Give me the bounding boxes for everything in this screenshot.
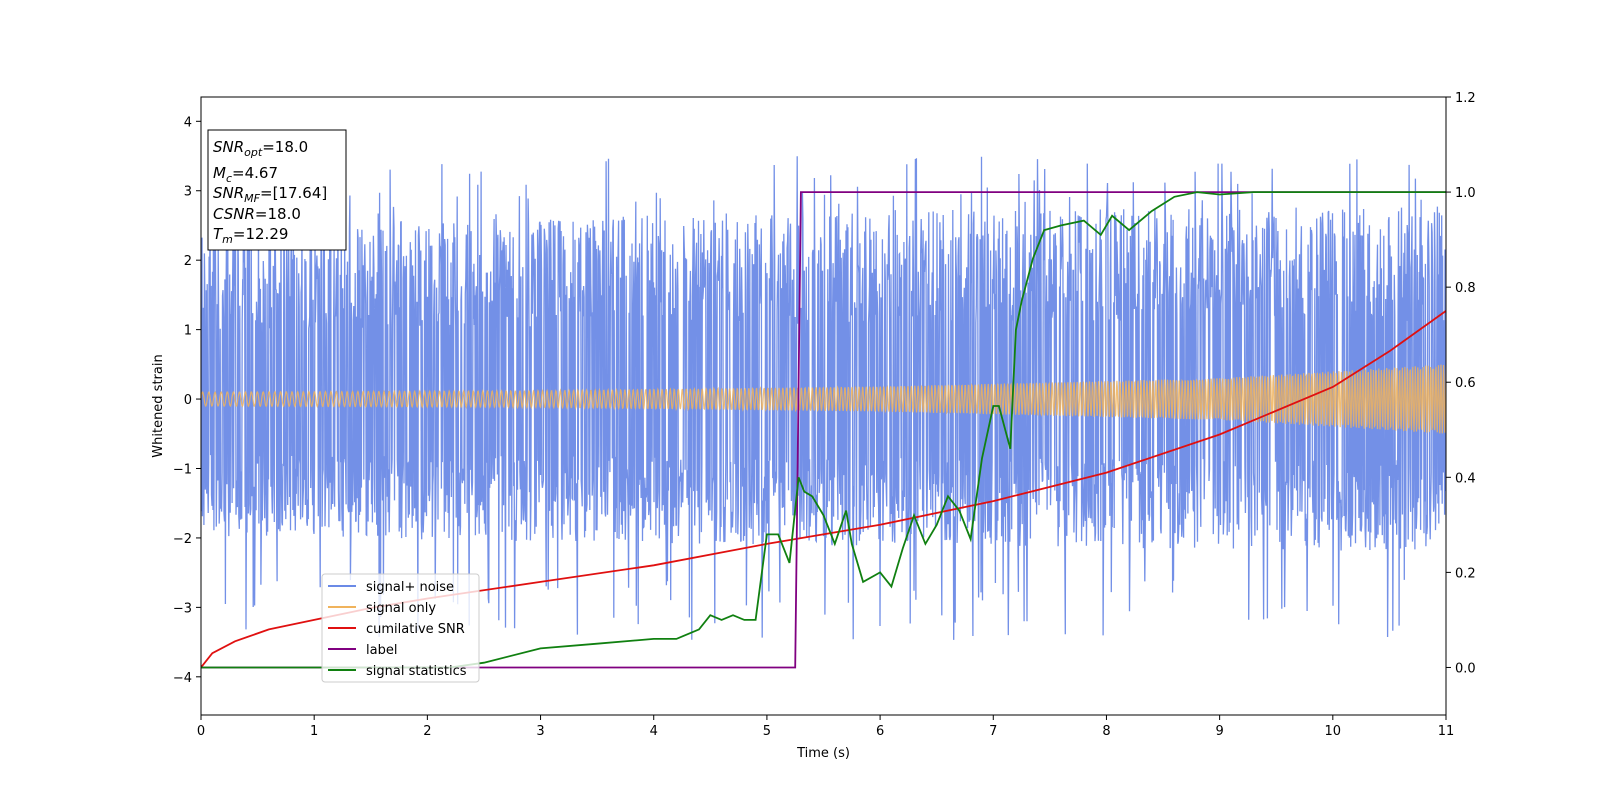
y-tick-label: −2 (173, 532, 192, 547)
y2-tick-label: 0.6 (1455, 376, 1476, 391)
series-signal-only (201, 364, 1446, 434)
x-tick-label: 7 (989, 724, 997, 739)
legend-label-label: label (366, 643, 397, 658)
y2-tick-label: 1.2 (1455, 91, 1476, 106)
x-tick-label: 3 (536, 724, 544, 739)
y-tick-label: 2 (184, 254, 192, 269)
x-tick-label: 9 (1215, 724, 1223, 739)
legend-label-signal-noise: signal+ noise (366, 580, 454, 595)
x-tick-label: 4 (650, 724, 658, 739)
y-tick-label: 1 (184, 324, 192, 339)
y2-tick-label: 1.0 (1455, 186, 1476, 201)
series-signal-statistics (201, 191, 1446, 669)
legend-label-signal-statistics: signal statistics (366, 664, 467, 679)
y2-tick-label: 0.0 (1455, 661, 1476, 676)
axes: 0 1 2 3 4 5 6 7 8 9 10 1143210−1−2−3−41.21.00.80.60… (151, 91, 1476, 761)
legend: signal+ noise signal only cumilative SNR… (321, 573, 480, 683)
x-axis-label: Time (s) (796, 746, 850, 761)
legend-frame (321, 573, 480, 683)
series-group (201, 156, 1446, 669)
x-tick-label: 10 (1325, 724, 1342, 739)
info-line-tm: Tm=12.29 (213, 225, 288, 246)
y-axis-label: Whitened strain (151, 354, 166, 457)
x-tick-label: 2 (423, 724, 431, 739)
x-tick-label: 0 (197, 724, 205, 739)
legend-label-signal-only: signal only (366, 601, 436, 616)
y-tick-label: −3 (173, 601, 192, 616)
y2-tick-label: 0.8 (1455, 281, 1476, 296)
y-tick-label: −1 (173, 462, 192, 477)
x-tick-label: 6 (876, 724, 884, 739)
y-tick-label: 3 (184, 185, 192, 200)
y-tick-label: −4 (173, 671, 192, 686)
y2-tick-label: 0.4 (1455, 471, 1476, 486)
y-tick-label: 4 (184, 115, 192, 130)
x-tick-label: 8 (1102, 724, 1110, 739)
x-tick-label: 5 (763, 724, 771, 739)
y-tick-label: 0 (184, 393, 192, 408)
plot-area (201, 156, 1446, 669)
info-line-csnr: CSNR=18.0 (213, 205, 301, 223)
series-cumulative-snr (201, 310, 1446, 669)
series-signal-noise (201, 156, 1446, 640)
series-label (201, 191, 1446, 669)
info-box: SNRopt=18.0 Mc=4.67 SNRMF=[17.64] CSNR=1… (207, 129, 347, 251)
x-tick-label: 11 (1438, 724, 1455, 739)
info-line-snr-mf: SNRMF=[17.64] (213, 184, 327, 205)
info-line-snr-opt: SNRopt=18.0 (213, 138, 308, 159)
info-box-frame (207, 129, 347, 251)
legend-label-cumulative-snr: cumilative SNR (366, 622, 465, 637)
axes-frame (200, 96, 1447, 716)
y2-tick-label: 0.2 (1455, 566, 1476, 581)
info-line-mc: Mc=4.67 (213, 164, 278, 185)
x-tick-label: 1 (310, 724, 318, 739)
